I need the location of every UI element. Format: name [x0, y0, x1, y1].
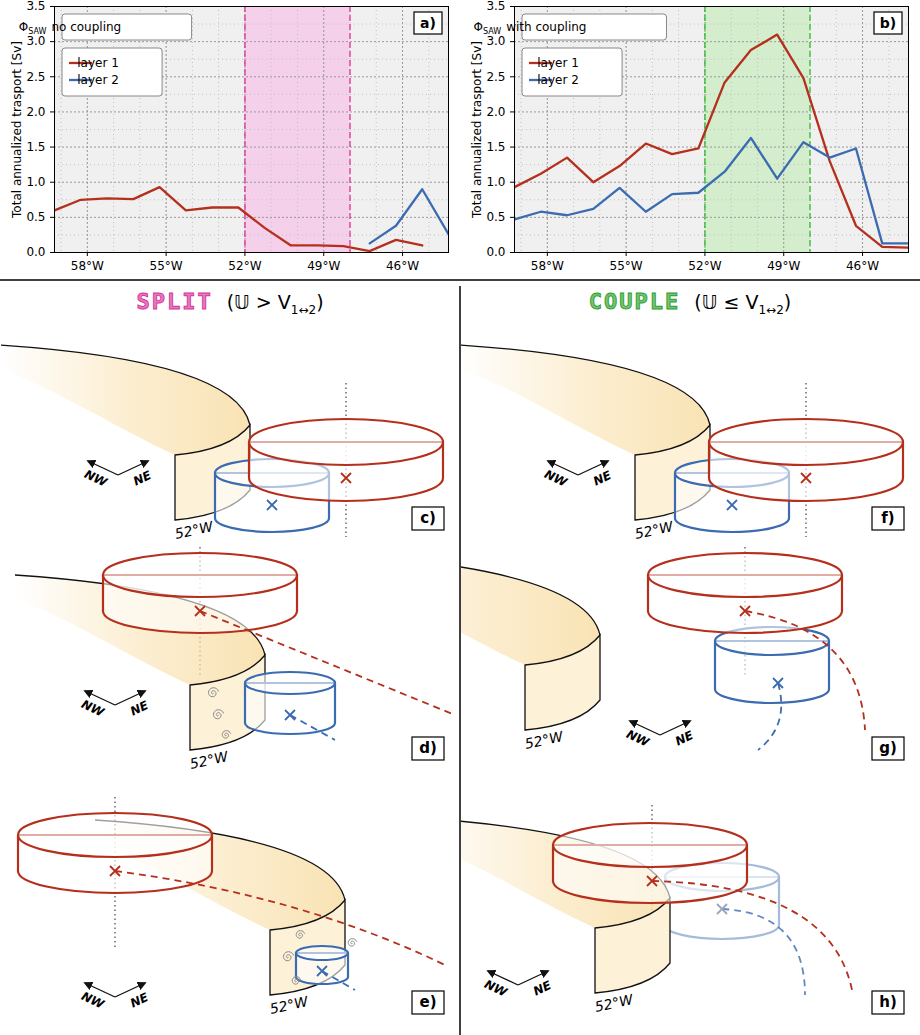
svg-text:46°W: 46°W: [386, 259, 419, 273]
svg-text:49°W: 49°W: [767, 259, 800, 273]
svg-text:52°W: 52°W: [523, 728, 565, 752]
svg-text:Total annualized trasport [Sv]: Total annualized trasport [Sv]: [470, 41, 484, 219]
svg-text:1.5: 1.5: [26, 140, 45, 154]
svg-text:g): g): [879, 739, 897, 757]
svg-text:COUPLE(𝕌 ≤ V1↔2): COUPLE(𝕌 ≤ V1↔2): [589, 289, 791, 317]
svg-text:layer 2: layer 2: [77, 73, 119, 87]
svg-text:49°W: 49°W: [307, 259, 340, 273]
svg-text:NE: NE: [531, 978, 554, 999]
svg-text:ΦSAWwith coupling: ΦSAWwith coupling: [474, 20, 587, 36]
svg-text:ΦSAWno coupling: ΦSAWno coupling: [19, 20, 121, 36]
svg-text:NW: NW: [542, 467, 570, 490]
svg-text:NW: NW: [79, 989, 107, 1012]
svg-text:NW: NW: [624, 727, 652, 750]
svg-text:c): c): [420, 509, 436, 527]
svg-text:52°W: 52°W: [633, 518, 675, 542]
svg-text:Total annualized trasport [Sv]: Total annualized trasport [Sv]: [10, 41, 24, 219]
svg-text:3.5: 3.5: [486, 0, 505, 13]
svg-text:d): d): [419, 739, 437, 757]
svg-text:3.0: 3.0: [486, 34, 505, 48]
svg-text:b): b): [880, 15, 896, 31]
svg-text:SPLIT(𝕌 > V1↔2): SPLIT(𝕌 > V1↔2): [136, 289, 323, 317]
svg-text:f): f): [881, 509, 894, 527]
svg-text:1.5: 1.5: [486, 140, 505, 154]
svg-text:NE: NE: [128, 990, 151, 1011]
svg-text:layer 2: layer 2: [537, 73, 579, 87]
svg-text:52°W: 52°W: [228, 259, 261, 273]
svg-text:layer 1: layer 1: [537, 56, 579, 70]
svg-text:58°W: 58°W: [71, 259, 104, 273]
svg-text:h): h): [879, 993, 897, 1011]
svg-text:52°W: 52°W: [268, 993, 310, 1017]
svg-text:1.0: 1.0: [486, 175, 505, 189]
svg-text:NE: NE: [673, 728, 696, 749]
svg-text:52°W: 52°W: [688, 259, 721, 273]
svg-text:a): a): [420, 15, 436, 31]
svg-text:2.0: 2.0: [26, 105, 45, 119]
svg-text:3.5: 3.5: [26, 0, 45, 13]
svg-text:NE: NE: [591, 468, 614, 489]
svg-text:0.5: 0.5: [26, 210, 45, 224]
svg-text:layer 1: layer 1: [77, 56, 119, 70]
svg-text:46°W: 46°W: [846, 259, 879, 273]
svg-text:0.5: 0.5: [486, 210, 505, 224]
svg-text:NW: NW: [82, 467, 110, 490]
svg-text:1.0: 1.0: [26, 175, 45, 189]
svg-text:0.0: 0.0: [26, 245, 45, 259]
svg-text:2.0: 2.0: [486, 105, 505, 119]
svg-text:2.5: 2.5: [26, 70, 45, 84]
svg-text:NW: NW: [482, 977, 510, 1000]
svg-text:NW: NW: [79, 697, 107, 720]
svg-text:52°W: 52°W: [593, 991, 635, 1015]
svg-text:3.0: 3.0: [26, 34, 45, 48]
svg-text:2.5: 2.5: [486, 70, 505, 84]
svg-text:0.0: 0.0: [486, 245, 505, 259]
svg-text:55°W: 55°W: [610, 259, 643, 273]
svg-text:58°W: 58°W: [531, 259, 564, 273]
svg-text:55°W: 55°W: [150, 259, 183, 273]
svg-text:NE: NE: [131, 468, 154, 489]
svg-text:e): e): [419, 993, 436, 1011]
svg-text:52°W: 52°W: [173, 518, 215, 542]
svg-text:NE: NE: [128, 698, 151, 719]
svg-text:52°W: 52°W: [188, 748, 230, 772]
